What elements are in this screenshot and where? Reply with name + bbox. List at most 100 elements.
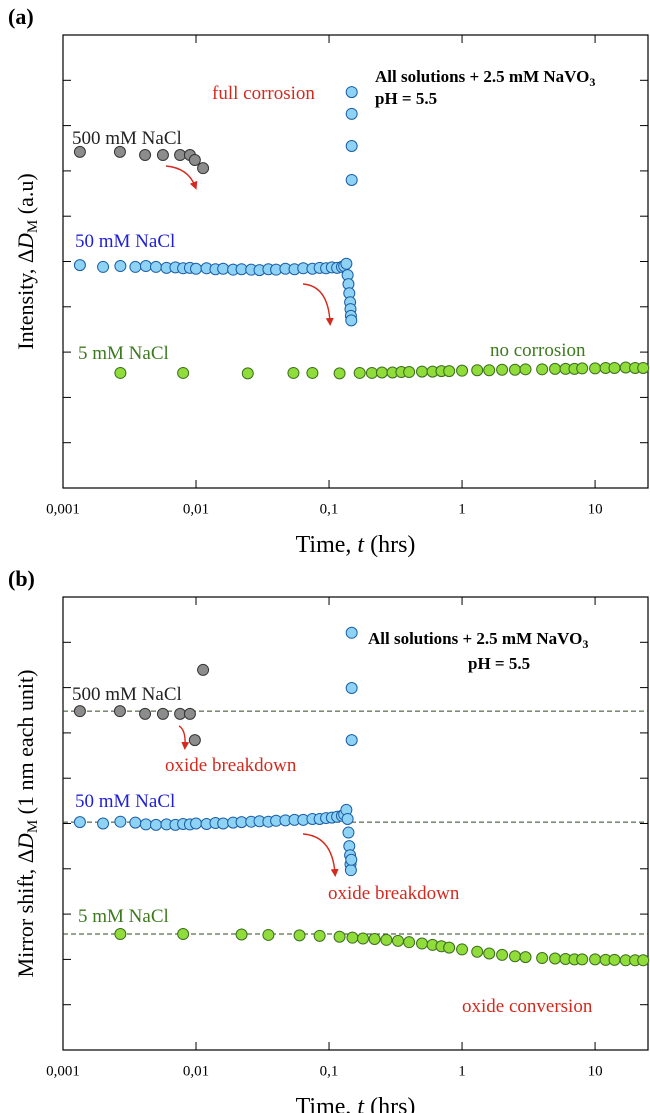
data-point [73, 145, 86, 158]
data-point [97, 260, 110, 273]
data-point [139, 149, 152, 162]
data-point [443, 365, 456, 378]
x-axis-label: Time, t (hrs) [296, 532, 416, 558]
panel-label: (b) [8, 566, 35, 591]
x-axis-label-part: t [357, 532, 365, 558]
data-point [471, 364, 484, 377]
y-axis-label-part: D [13, 233, 38, 250]
data-point [496, 363, 509, 376]
arrow [302, 833, 339, 877]
data-point [443, 941, 456, 954]
data-point [217, 817, 230, 830]
data-point [129, 260, 142, 273]
x-axis-label-part: (hrs) [364, 1094, 415, 1113]
data-point [235, 928, 248, 941]
annotation-text: no corrosion [490, 340, 586, 361]
data-point [549, 362, 562, 375]
annotation: oxide breakdown [328, 883, 460, 904]
annotation-text: All solutions + 2.5 mM NaVO [368, 629, 582, 648]
data-point [576, 953, 589, 966]
annotation-text: 500 mM NaCl [72, 684, 182, 705]
annotation: 5 mM NaCl [78, 906, 169, 927]
data-point [456, 943, 469, 956]
data-point [73, 705, 86, 718]
data-point [156, 149, 169, 162]
data-point [345, 314, 358, 327]
data-point [183, 707, 196, 720]
data-point [139, 260, 152, 273]
data-point [149, 260, 162, 273]
x-tick-label: 0,001 [46, 501, 80, 517]
data-point [368, 933, 381, 946]
data-point [241, 367, 254, 380]
data-point [346, 931, 359, 944]
x-tick-label: 0,01 [183, 501, 209, 517]
x-axis-label-part: t [357, 1094, 365, 1113]
data-point [342, 826, 355, 839]
data-point [637, 954, 650, 967]
data-point [345, 86, 358, 99]
data-point [344, 864, 357, 877]
x-tick-label: 10 [588, 1063, 603, 1079]
annotation: oxide conversion [462, 996, 593, 1017]
annotation: 50 mM NaCl [75, 231, 175, 252]
data-point [508, 363, 521, 376]
annotation-subscript: 3 [582, 637, 588, 651]
data-point [483, 364, 496, 377]
x-tick-label: 0,1 [320, 501, 339, 517]
y-axis-label-part: (1 nm each unit) [13, 670, 38, 820]
x-axis-label-part: (hrs) [364, 532, 415, 558]
data-point [549, 952, 562, 965]
data-point [197, 162, 210, 175]
data-point [139, 707, 152, 720]
y-axis-label-part: D [13, 833, 38, 850]
data-point [73, 816, 86, 829]
data-point [177, 366, 190, 379]
data-point [416, 937, 429, 950]
y-axis-label-part: Mirror shift, Δ [13, 849, 38, 977]
data-point [306, 366, 319, 379]
data-point [375, 366, 388, 379]
y-axis-label: Mirror shift, ΔDM (1 nm each unit) [13, 670, 41, 978]
arrow [165, 165, 198, 190]
annotation: 500 mM NaCl [72, 128, 182, 149]
data-point [403, 366, 416, 379]
data-point [113, 705, 126, 718]
annotation: All solutions + 2.5 mM NaVO3 [368, 629, 588, 651]
data-point [483, 947, 496, 960]
data-point [365, 366, 378, 379]
data-point [97, 817, 110, 830]
data-point [190, 262, 203, 275]
data-point [589, 362, 602, 375]
data-point [519, 951, 532, 964]
data-point [114, 260, 127, 273]
x-tick-label: 1 [458, 1063, 466, 1079]
x-axis-label-part: Time, [296, 1094, 358, 1113]
data-point [129, 816, 142, 829]
data-point [536, 952, 549, 965]
data-point [287, 366, 300, 379]
data-point [345, 853, 358, 866]
annotation-text: pH = 5.5 [468, 654, 530, 673]
data-point [217, 262, 230, 275]
y-axis-label-part: M [25, 820, 41, 833]
data-point [188, 734, 201, 747]
y-axis-label-part: (a.u) [13, 173, 38, 219]
panel-label: (a) [8, 4, 34, 29]
annotation-text: 5 mM NaCl [78, 906, 169, 927]
data-point [403, 936, 416, 949]
data-point [114, 928, 127, 941]
data-point [73, 259, 86, 272]
data-point [293, 929, 306, 942]
data-point [345, 734, 358, 747]
data-point [471, 945, 484, 958]
data-point [333, 367, 346, 380]
annotation-text: 50 mM NaCl [75, 791, 175, 812]
annotation-text: 50 mM NaCl [75, 231, 175, 252]
plot-frame [62, 34, 649, 489]
annotation-text: oxide breakdown [328, 883, 460, 904]
data-point [589, 953, 602, 966]
data-point [156, 707, 169, 720]
data-point [608, 953, 621, 966]
